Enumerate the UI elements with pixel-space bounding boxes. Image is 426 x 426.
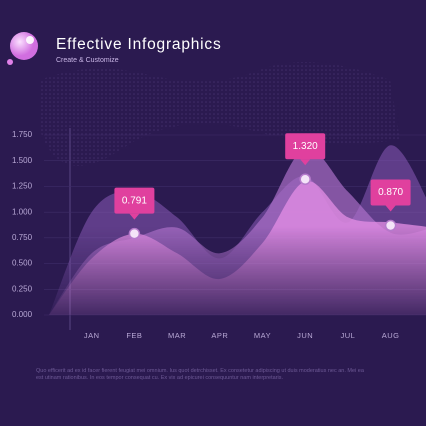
x-tick-label: APR bbox=[211, 331, 228, 340]
y-tick-label: 1.750 bbox=[12, 130, 33, 139]
x-tick-label: JUN bbox=[297, 331, 313, 340]
y-tick-label: 1.000 bbox=[12, 207, 33, 216]
logo bbox=[26, 36, 34, 44]
x-tick-label: AUG bbox=[382, 331, 400, 340]
y-tick-label: 1.500 bbox=[12, 156, 33, 165]
callout-label: 0.791 bbox=[122, 195, 147, 206]
area bbox=[49, 181, 426, 315]
logo bbox=[7, 59, 13, 65]
subtitle: Create & Customize bbox=[56, 57, 119, 64]
callout-box bbox=[285, 133, 326, 160]
x-tick-label: MAR bbox=[168, 331, 186, 340]
y-tick-label: 0.500 bbox=[12, 259, 33, 268]
callout-label: 0.870 bbox=[378, 187, 403, 198]
footnote: Quo efficerit ad ex id facer fierent feu… bbox=[36, 368, 364, 381]
callout-point bbox=[128, 227, 141, 240]
callout-box bbox=[370, 179, 411, 206]
callout-pointer bbox=[385, 205, 396, 212]
footnote-box: Quo efficerit ad ex id facer fierent feu… bbox=[36, 368, 364, 381]
title: Effective Infographics bbox=[56, 36, 222, 53]
x-tick-label: FEB bbox=[126, 331, 142, 340]
callout-pointer bbox=[129, 213, 140, 220]
y-tick-label: 0.000 bbox=[12, 310, 33, 319]
callout-box bbox=[114, 187, 155, 214]
callout-point bbox=[384, 219, 397, 232]
x-tick-label: MAY bbox=[254, 331, 271, 340]
callout-label: 1.320 bbox=[293, 141, 318, 152]
areas bbox=[49, 145, 426, 315]
y-tick-label: 0.250 bbox=[12, 284, 33, 293]
logo bbox=[10, 32, 38, 60]
y-tick-label: 1.250 bbox=[12, 182, 33, 191]
x-tick-label: JUL bbox=[340, 331, 355, 340]
callout-pointer bbox=[300, 159, 311, 166]
y-tick-label: 0.750 bbox=[12, 233, 33, 242]
x-tick-label: JAN bbox=[84, 331, 100, 340]
callout-point bbox=[299, 173, 311, 185]
